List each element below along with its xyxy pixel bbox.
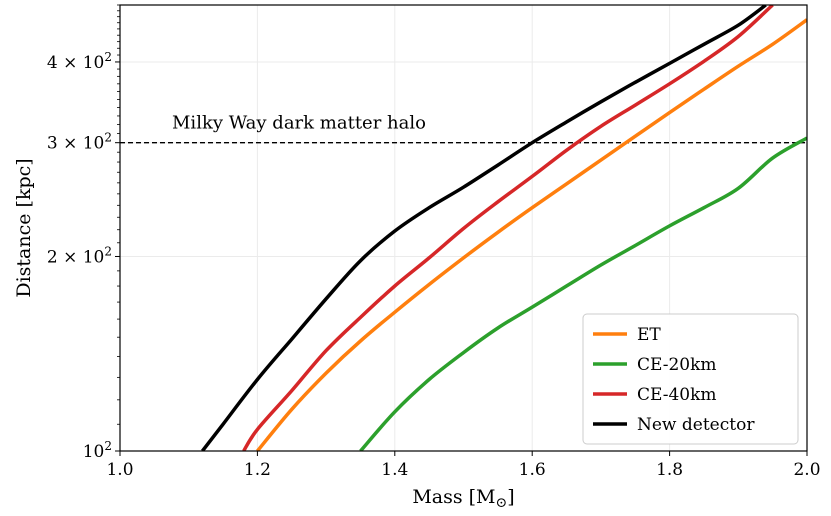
y-tick-label: 102 [83, 439, 112, 462]
y-tick-label-base: 3 × 10 [47, 134, 105, 154]
x-axis-label-end: ] [507, 486, 514, 508]
halo-annotation: Milky Way dark matter halo [172, 113, 426, 134]
x-tick-label: 1.2 [244, 460, 271, 480]
legend-label-ce-40km: CE-40km [637, 385, 717, 405]
y-tick-label: 3 × 102 [47, 131, 112, 154]
legend-label-ce-20km: CE-20km [637, 355, 717, 375]
y-tick-label-base: 10 [83, 442, 105, 462]
chart: 1.0 1.2 1.4 1.6 1.8 2.01022 × 1023 × 1024 × 1… [0, 0, 831, 516]
x-axis-label-sub: ⊙ [496, 495, 508, 511]
x-tick-label: 2.0 [793, 460, 820, 480]
y-tick-label: 2 × 102 [47, 244, 112, 267]
x-axis-label-main: Mass [M [412, 486, 495, 508]
y-tick-label-base: 2 × 10 [47, 247, 105, 267]
y-tick-label-exponent: 2 [104, 131, 112, 145]
x-tick-label: 1.4 [381, 460, 408, 480]
legend: ET CE-20km CE-40km New detector [583, 314, 798, 444]
x-tick-label: 1.0 [106, 460, 133, 480]
legend-label-new-detector: New detector [637, 415, 755, 435]
y-tick-label: 4 × 102 [47, 50, 112, 73]
y-tick-label-exponent: 2 [104, 439, 112, 453]
y-tick-label-base: 4 × 10 [47, 53, 105, 73]
x-tick-label: 1.8 [656, 460, 683, 480]
y-axis-label: Distance [kpc] [13, 158, 35, 297]
x-tick-label: 1.6 [519, 460, 546, 480]
x-axis-label: Mass [M⊙] [412, 486, 514, 511]
y-tick-label-exponent: 2 [104, 50, 112, 64]
y-tick-label-exponent: 2 [104, 244, 112, 258]
legend-label-et: ET [637, 325, 661, 345]
